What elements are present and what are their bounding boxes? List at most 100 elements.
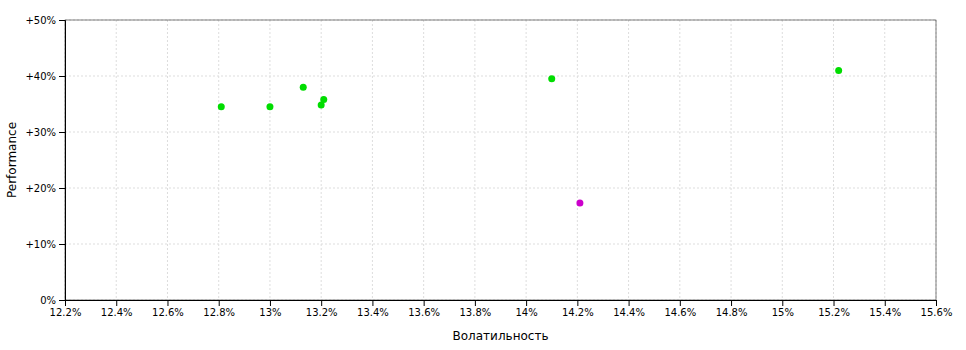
tick-label: 13.6%	[408, 307, 440, 318]
tick: 14.4%	[613, 300, 645, 318]
tick: +50%	[25, 15, 65, 26]
tick-mark	[885, 300, 886, 306]
tick: 15.6%	[921, 300, 953, 318]
tick: 12.6%	[152, 300, 184, 318]
tick-mark	[475, 300, 476, 306]
tick-label: 12.6%	[152, 307, 184, 318]
tick-label: 12.8%	[203, 307, 235, 318]
tick-label: 14.2%	[562, 307, 594, 318]
tick: 14.8%	[716, 300, 748, 318]
grid-line-x	[526, 20, 527, 300]
tick: 13.4%	[357, 300, 389, 318]
point	[835, 67, 842, 74]
grid-line-x	[321, 20, 322, 300]
point	[218, 103, 225, 110]
grid-line-x	[372, 20, 373, 300]
tick: +10%	[25, 239, 65, 250]
grid-line-x	[218, 20, 219, 300]
tick-mark	[321, 300, 322, 306]
point	[576, 200, 583, 207]
point	[320, 96, 327, 103]
tick-label: +20%	[25, 183, 56, 194]
x-axis-title: Волатильность	[453, 329, 549, 343]
tick-label: 14.8%	[716, 307, 748, 318]
tick-mark	[59, 20, 65, 21]
tick-mark	[834, 300, 835, 306]
tick: 13.6%	[408, 300, 440, 318]
plot-frame	[65, 20, 936, 300]
grid-line-x	[577, 20, 578, 300]
x-axis: 12.2% 12.4% 12.6% 12.8% 13% 13.2% 13.4% 13.6% 13…	[50, 300, 953, 318]
tick-label: 13.2%	[306, 307, 338, 318]
tick-label: +40%	[25, 71, 56, 82]
tick-label: 15.6%	[921, 307, 953, 318]
tick-mark	[731, 300, 732, 306]
grid-line-x	[116, 20, 117, 300]
tick: 0%	[40, 295, 65, 306]
grid-line-x	[833, 20, 834, 300]
axis-line	[66, 301, 937, 307]
tick-mark	[424, 300, 425, 306]
tick-mark	[59, 188, 65, 189]
tick-label: 0%	[40, 295, 56, 306]
grid-line-x	[269, 20, 270, 300]
point	[548, 75, 555, 82]
tick: 13.8%	[459, 300, 491, 318]
tick: +30%	[25, 127, 65, 138]
tick: 14.2%	[562, 300, 594, 318]
tick-mark	[629, 300, 630, 306]
tick-mark	[577, 300, 578, 306]
tick: 12.8%	[203, 300, 235, 318]
tick-label: 12.2%	[50, 307, 82, 318]
tick-mark	[219, 300, 220, 306]
plot: 12.2% 12.4% 12.6% 12.8% 13% 13.2% 13.4% 13.6% 13…	[25, 15, 952, 318]
points	[218, 67, 842, 207]
grid-line-y	[65, 132, 936, 133]
tick-label: 13.4%	[357, 307, 389, 318]
tick-label: +10%	[25, 239, 56, 250]
tick-mark	[270, 300, 271, 306]
grid	[65, 20, 936, 300]
tick-label: 13.8%	[459, 307, 491, 318]
grid-line-x	[474, 20, 475, 300]
axis-line	[59, 21, 66, 301]
series	[218, 67, 842, 110]
tick: +20%	[25, 183, 65, 194]
tick-mark	[59, 132, 65, 133]
tick-mark	[167, 300, 168, 306]
tick: 15%	[772, 300, 794, 318]
tick-mark	[782, 300, 783, 306]
tick: 15.4%	[869, 300, 901, 318]
grid-line-x	[679, 20, 680, 300]
tick: +40%	[25, 71, 65, 82]
tick-label: 12.4%	[101, 307, 133, 318]
tick-label: 15%	[772, 307, 794, 318]
point	[266, 103, 273, 110]
grid-line-x	[782, 20, 783, 300]
tick-mark	[59, 244, 65, 245]
tick-label: 14.4%	[613, 307, 645, 318]
grid-line-y	[65, 244, 936, 245]
tick-label: 13%	[259, 307, 281, 318]
tick-label: 14.6%	[664, 307, 696, 318]
tick: 14%	[516, 300, 538, 318]
tick-mark	[526, 300, 527, 306]
tick: 15.2%	[818, 300, 850, 318]
tick: 12.4%	[101, 300, 133, 318]
tick: 14.6%	[664, 300, 696, 318]
grid-line-x	[884, 20, 885, 300]
tick-mark	[59, 300, 65, 301]
tick: 13.2%	[306, 300, 338, 318]
tick-mark	[59, 76, 65, 77]
tick-label: 15.4%	[869, 307, 901, 318]
tick-mark	[936, 300, 937, 306]
grid-line-y	[65, 76, 936, 77]
grid-line-x	[628, 20, 629, 300]
series	[576, 200, 583, 207]
tick: 13%	[259, 300, 281, 318]
grid-line-x	[731, 20, 732, 300]
tick-label: 14%	[516, 307, 538, 318]
tick-label: 15.2%	[818, 307, 850, 318]
tick-mark	[680, 300, 681, 306]
grid-line-x	[167, 20, 168, 300]
